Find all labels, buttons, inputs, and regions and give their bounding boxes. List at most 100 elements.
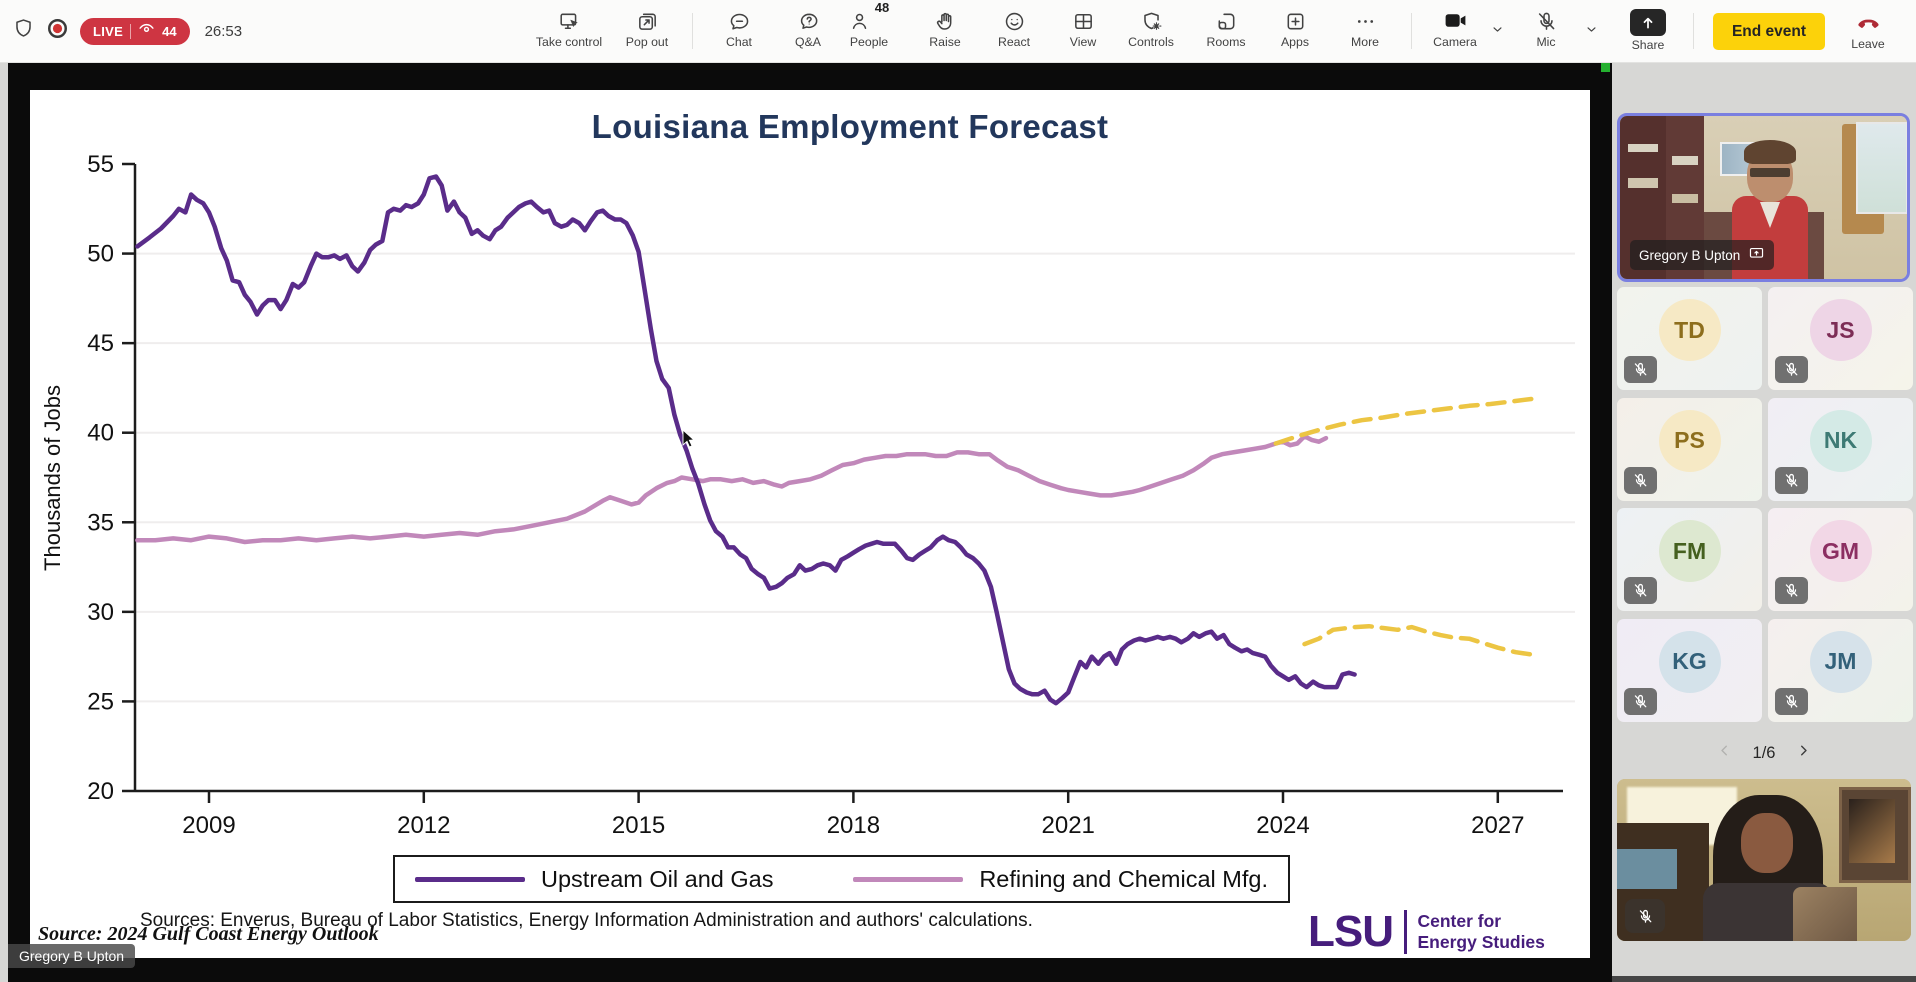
overlay-source-note: Source: 2024 Gulf Coast Energy Outlook <box>38 923 379 945</box>
svg-text:35: 35 <box>87 509 114 536</box>
participant-tile-NK[interactable]: NK <box>1768 397 1913 501</box>
toolbar-view-button[interactable]: View <box>1056 7 1110 49</box>
sources-note: Sources: Enverus, Bureau of Labor Statis… <box>140 910 1033 931</box>
participant-tile-KG[interactable]: KG <box>1617 618 1762 722</box>
security-shield-icon <box>12 17 35 45</box>
svg-text:2024: 2024 <box>1256 812 1309 839</box>
participant-avatar: JS <box>1809 299 1872 361</box>
toolbar-people-button[interactable]: 48 People <box>842 0 896 49</box>
view-label: View <box>1069 35 1097 49</box>
mic-button[interactable]: Mic <box>1519 7 1573 49</box>
participant-avatar: TD <box>1658 299 1721 361</box>
share-button[interactable]: Share <box>1621 9 1675 52</box>
participant-tile-GM[interactable]: GM <box>1768 508 1913 611</box>
participant-avatar: KG <box>1658 630 1721 693</box>
toolbar-take-control-button[interactable]: Take control <box>536 7 602 49</box>
toolbar-chat-button[interactable]: Chat <box>712 7 766 49</box>
chat-label: Chat <box>726 35 752 49</box>
upstream-legend-label: Upstream Oil and Gas <box>541 865 774 892</box>
people-icon <box>849 7 872 33</box>
pager-next-chevron-icon[interactable] <box>1795 742 1812 764</box>
react-label: React <box>997 35 1031 49</box>
window-bottom-edge <box>1612 976 1916 982</box>
live-divider <box>130 23 132 39</box>
toolbar-pop-out-button[interactable]: Pop out <box>620 7 674 49</box>
lsu-center-for-energy-studies-logo: LSU Center for Energy Studies <box>1308 910 1545 954</box>
camera-label: Camera <box>1433 35 1477 49</box>
svg-text:25: 25 <box>87 688 114 715</box>
toolbar-rooms-button[interactable]: Rooms <box>1199 7 1253 49</box>
self-face <box>1741 813 1793 873</box>
shelf-books <box>1672 194 1698 203</box>
leave-label: Leave <box>1851 37 1885 51</box>
pop-out-label: Pop out <box>625 35 669 49</box>
pager-previous-chevron-icon[interactable] <box>1716 742 1733 764</box>
rooms-icon <box>1215 7 1238 33</box>
refining-legend-label: Refining and Chemical Mfg. <box>979 865 1268 892</box>
share-arrow-icon <box>1630 9 1666 36</box>
employment-forecast-chart: 20 25 30 35 40 45 50 55 2009 2012 2015 2018 2021 2024… <box>40 151 1575 839</box>
svg-text:2012: 2012 <box>397 812 450 839</box>
people-count: 48 <box>874 0 890 15</box>
shelf-books <box>1628 178 1658 188</box>
camera-options-chevron-icon[interactable] <box>1490 22 1505 42</box>
upstream-legend-swatch <box>415 876 525 882</box>
live-label: LIVE <box>93 23 124 39</box>
toolbar-more-button[interactable]: More <box>1338 7 1392 49</box>
end-event-button[interactable]: End event <box>1713 13 1825 50</box>
viewer-count: 44 <box>162 23 177 39</box>
chat-icon <box>728 7 751 33</box>
toolbar-apps-button[interactable]: Apps <box>1268 7 1322 49</box>
logo-org-line2: Energy Studies <box>1417 932 1545 952</box>
svg-text:30: 30 <box>87 599 114 626</box>
participant-avatar: NK <box>1809 409 1872 472</box>
more-icon <box>1354 7 1377 33</box>
camera-button[interactable]: Camera <box>1428 7 1482 49</box>
svg-text:2021: 2021 <box>1042 812 1095 839</box>
camera-icon <box>1443 7 1468 33</box>
self-sari <box>1793 887 1857 941</box>
view-icon <box>1072 7 1095 33</box>
react-icon <box>1003 7 1026 33</box>
toolbar-react-button[interactable]: React <box>987 7 1041 49</box>
meeting-toolbar: LIVE 44 26:53 Take control Pop out Chat Q&A… <box>0 0 1916 63</box>
presenter-name-chip: Gregory B Upton <box>8 944 136 968</box>
mic-options-chevron-icon[interactable] <box>1584 22 1599 42</box>
participant-mic-muted-badge <box>1775 577 1808 604</box>
svg-text:Thousands of Jobs: Thousands of Jobs <box>40 385 65 571</box>
controls-label: Controls <box>1128 35 1174 49</box>
participant-tile-PS[interactable]: PS <box>1617 397 1762 501</box>
leave-button[interactable]: Leave <box>1841 9 1895 51</box>
svg-text:20: 20 <box>87 778 114 805</box>
live-badge: LIVE 44 <box>80 17 190 45</box>
svg-text:50: 50 <box>87 241 114 268</box>
share-label: Share <box>1631 38 1665 52</box>
svg-text:45: 45 <box>87 330 114 357</box>
bottom-video-tile[interactable] <box>1617 779 1911 941</box>
chart-title: Louisiana Employment Forecast <box>591 108 1109 145</box>
speaker-video-tile[interactable]: Gregory B Upton <box>1617 113 1910 282</box>
participant-mic-muted-badge <box>1624 356 1657 383</box>
picture-art <box>1849 799 1895 863</box>
people-label: People <box>849 35 889 49</box>
participants-sidebar: Gregory B Upton TD JS PS NK FM GM KG JM <box>1612 62 1916 982</box>
rooms-label: Rooms <box>1206 35 1246 49</box>
toolbar-raise-button[interactable]: Raise <box>918 7 972 49</box>
svg-text:55: 55 <box>87 151 114 178</box>
screen-share-indicator-dot <box>1601 63 1610 72</box>
participant-tile-FM[interactable]: FM <box>1617 508 1762 611</box>
participant-tile-TD[interactable]: TD <box>1617 287 1762 390</box>
participant-tile-JS[interactable]: JS <box>1768 287 1913 390</box>
speaker-hair <box>1744 140 1796 164</box>
pager-page-label: 1/6 <box>1752 743 1776 762</box>
leave-call-icon <box>1855 9 1882 35</box>
participant-tile-JM[interactable]: JM <box>1768 618 1913 722</box>
toolbar-controls-button[interactable]: Controls <box>1124 7 1178 49</box>
toolbar-qna-button[interactable]: Q&A <box>781 7 835 49</box>
speaker-name-label: Gregory B Upton <box>1630 240 1775 270</box>
svg-text:2018: 2018 <box>827 812 880 839</box>
take-control-label: Take control <box>535 35 603 49</box>
presentation-slide: Louisiana Employment Forecast 20 25 30 35 40… <box>30 90 1590 958</box>
shared-screen-stage: Louisiana Employment Forecast 20 25 30 35 40… <box>8 62 1612 982</box>
